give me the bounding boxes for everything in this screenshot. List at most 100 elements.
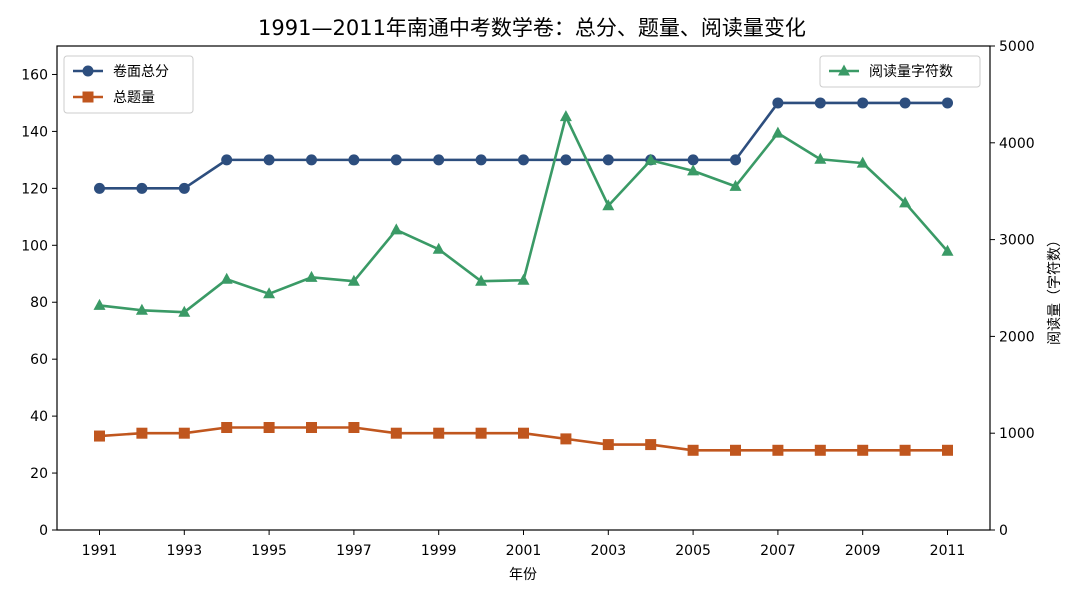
series-2-point	[263, 422, 275, 434]
series-3-point	[305, 270, 318, 282]
series-3-point	[644, 153, 657, 165]
series-1-point	[433, 154, 445, 166]
left-y-tick-label: 80	[30, 295, 48, 311]
series-2-point	[772, 444, 784, 456]
left-y-tick-label: 20	[30, 466, 48, 482]
series-layer	[93, 97, 954, 456]
series-1-point	[390, 154, 402, 166]
plot-frame	[56, 45, 991, 531]
series-3-point	[263, 287, 276, 299]
series-2-point	[348, 422, 360, 434]
series-3-point	[347, 274, 360, 286]
series-1-point	[178, 182, 190, 194]
right-y-tick-label: 4000	[999, 136, 1035, 152]
x-tick-label: 1999	[421, 543, 457, 559]
series-1	[94, 97, 953, 194]
series-1-point	[857, 97, 869, 109]
series-2-point	[306, 422, 317, 434]
series-1-point	[221, 154, 233, 166]
series-3	[93, 110, 954, 317]
series-1-point	[942, 97, 953, 109]
x-tick-label: 1995	[251, 543, 287, 559]
series-2-point	[899, 444, 911, 456]
legend-entry-1-marker	[82, 65, 94, 77]
series-2-point	[560, 433, 572, 445]
right-y-axis: 0 1000 2000 3000 4000 5000	[990, 39, 1035, 539]
series-2-point	[433, 427, 445, 439]
series-2-point	[94, 430, 105, 442]
legend-entry-2: 总题量	[73, 90, 155, 106]
series-1-point	[348, 154, 360, 166]
x-tick-label: 2007	[760, 543, 796, 559]
series-1-point	[475, 154, 487, 166]
series-2-point	[857, 444, 869, 456]
left-y-axis: 0 20 40 60 80 100 120 140 160	[21, 67, 57, 539]
series-1-point	[263, 154, 275, 166]
series-1-point	[730, 154, 741, 166]
legend-right-entry-1-marker	[838, 64, 850, 76]
left-y-tick-label: 60	[30, 352, 48, 368]
right-y-tick-label: 2000	[999, 329, 1035, 345]
series-2-point	[136, 427, 148, 439]
series-2-point	[814, 444, 826, 456]
series-1-point	[814, 97, 826, 109]
series-3-point	[729, 179, 742, 191]
series-2-point	[518, 427, 529, 439]
chart-title: 1991—2011年南通中考数学卷：总分、题量、阅读量变化	[258, 16, 806, 40]
series-3-point	[856, 156, 869, 168]
series-3-point	[475, 274, 488, 286]
series-3-point	[559, 110, 572, 122]
series-3-point	[390, 223, 403, 235]
legend-entry-1: 卷面总分	[73, 64, 169, 80]
legend-right-entry-1-label: 阅读量字符数	[869, 63, 953, 80]
series-2-point	[178, 427, 190, 439]
x-tick-label: 1993	[166, 543, 202, 559]
series-3-point	[220, 272, 233, 284]
series-1-point	[602, 154, 614, 166]
series-3-point	[899, 196, 912, 208]
series-2-point	[942, 444, 953, 456]
series-3-point	[602, 199, 615, 211]
legend-entry-2-label: 总题量	[113, 90, 155, 106]
x-tick-label: 2009	[845, 543, 881, 559]
series-2-point	[645, 439, 657, 451]
series-3-point	[135, 303, 148, 315]
series-2-point	[730, 444, 741, 456]
left-y-tick-label: 100	[21, 238, 48, 254]
series-3-point	[687, 164, 700, 176]
x-tick-label: 1991	[82, 543, 118, 559]
series-3-point	[93, 298, 106, 310]
x-tick-label: 2003	[590, 543, 626, 559]
left-y-tick-label: 120	[21, 181, 48, 197]
legend-right-box	[819, 55, 981, 88]
left-y-tick-label: 140	[21, 124, 48, 140]
series-1-point	[772, 97, 784, 109]
x-axis-label: 年份	[509, 567, 537, 583]
x-tick-label: 2005	[675, 543, 711, 559]
series-1-point	[136, 182, 148, 194]
legend-right-entry-1: 阅读量字符数	[829, 63, 953, 80]
right-y-tick-label: 1000	[999, 426, 1035, 442]
legend-entry-2-marker	[82, 91, 94, 103]
x-tick-label: 1997	[336, 543, 372, 559]
right-y-axis-label: 阅读量（字符数）	[1046, 233, 1063, 345]
left-y-tick-label: 40	[30, 409, 48, 425]
right-y-tick-label: 0	[999, 523, 1008, 539]
left-y-tick-label: 0	[39, 523, 48, 539]
series-1-point	[518, 154, 529, 166]
series-2-point	[602, 439, 614, 451]
series-3-point	[771, 126, 784, 138]
series-1-point	[899, 97, 911, 109]
series-2-point	[390, 427, 402, 439]
legend-right: 阅读量字符数	[819, 55, 981, 88]
series-3-point	[814, 152, 827, 164]
series-2-point	[221, 422, 233, 434]
series-3-point	[941, 244, 954, 256]
series-1-point	[94, 182, 105, 194]
series-1-point	[687, 154, 699, 166]
x-axis: 1991 1993 1995 1997 1999 2001 2003 2005 2007 2009…	[82, 530, 965, 559]
series-1-point	[560, 154, 572, 166]
left-y-tick-label: 160	[21, 67, 48, 83]
